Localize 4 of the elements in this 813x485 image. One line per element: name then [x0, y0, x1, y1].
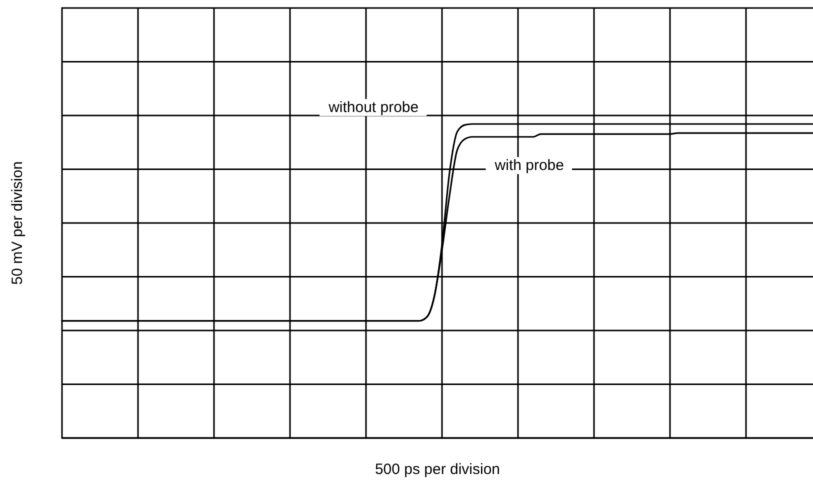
series-label: with probe — [494, 157, 564, 174]
y-axis-title: 50 mV per division — [9, 161, 26, 285]
x-axis-title: 500 ps per division — [374, 461, 500, 478]
text: without probe — [328, 98, 419, 116]
